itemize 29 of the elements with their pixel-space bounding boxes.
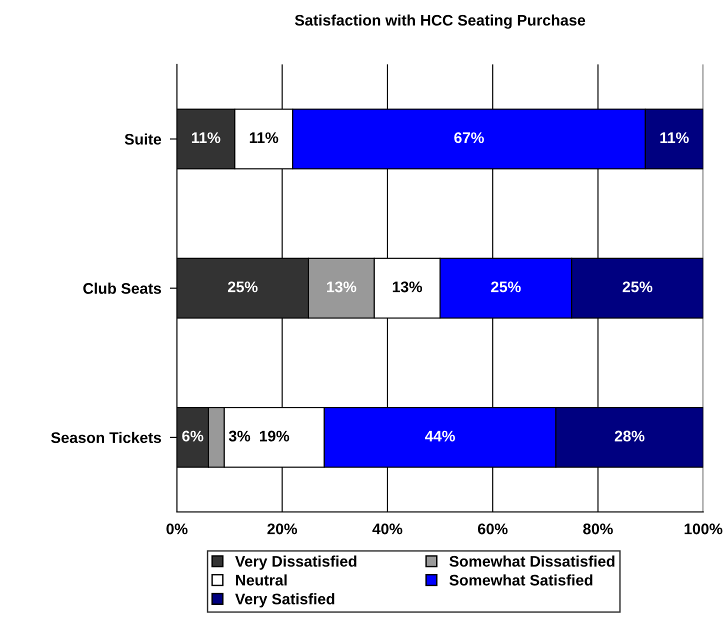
data-label: 11%: [192, 132, 220, 144]
y-tick-label: Season Tickets: [51, 432, 162, 444]
x-tick-label: 0%: [166, 523, 188, 534]
data-label: 28%: [614, 430, 644, 442]
data-label: 6%: [182, 430, 204, 442]
legend-label: Very Dissatisfied: [235, 556, 356, 570]
data-label: 11%: [660, 132, 689, 144]
data-label: 13%: [327, 281, 356, 292]
y-tick-label: Club Seats: [83, 282, 162, 294]
legend-label: Somewhat Dissatisfied: [449, 556, 614, 567]
legend-label: Somewhat Satisfied: [449, 574, 592, 586]
x-tick-label: 60%: [478, 523, 508, 534]
legend-label: Neutral: [236, 574, 287, 586]
x-tick-label: 40%: [372, 523, 402, 534]
legend-label: Very Satisfied: [235, 593, 334, 608]
x-tick-label: 100%: [684, 523, 722, 534]
data-label: 25%: [228, 281, 258, 292]
data-label: 25%: [491, 281, 521, 292]
chart-title: Satisfaction with HCC Seating Purchase: [294, 14, 586, 29]
data-label: 13%: [392, 281, 422, 292]
x-tick-label: 80%: [583, 523, 613, 534]
data-label: 11%: [250, 132, 278, 144]
data-label: 67%: [454, 132, 484, 144]
x-tick-label: 20%: [267, 523, 298, 534]
data-label: 25%: [622, 281, 652, 292]
data-label: 3%: [228, 430, 250, 442]
y-tick-label: Suite: [124, 133, 162, 145]
data-label: 19%: [260, 430, 290, 442]
data-label: 44%: [425, 430, 455, 442]
